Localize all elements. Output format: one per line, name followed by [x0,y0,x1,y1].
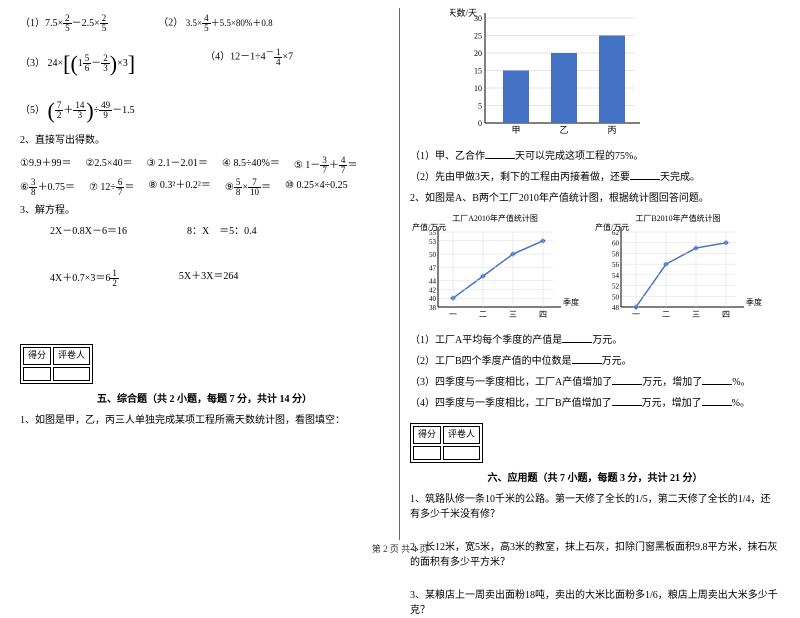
q1-4: （4）12－1÷4－14×7 [205,47,293,80]
rq3: （3）四季度与一季度相比，工厂A产值增加了万元，增加了%。 [410,375,780,390]
svg-text:二: 二 [479,310,487,319]
svg-text:40: 40 [429,295,437,303]
section-6-title: 六、应用题（共 7 小题，每题 3 分，共计 21 分） [410,471,780,486]
svg-text:53: 53 [429,238,437,246]
svg-text:44: 44 [429,278,437,286]
svg-text:工厂B2010年产值统计图: 工厂B2010年产值统计图 [635,213,720,223]
svg-text:10: 10 [474,84,482,93]
svg-text:5: 5 [478,102,482,111]
svg-text:47: 47 [429,264,437,272]
section-5-title: 五、综合题（共 2 小题，每题 7 分，共计 14 分） [20,392,389,407]
svg-text:甲: 甲 [511,125,520,135]
score-box-5: 得分评卷人 [20,344,93,384]
q2-line2: ⑥38＋0.75＝ ⑦ 12÷67＝ ⑧ 0.3²＋0.2²＝ ⑨58×710＝… [20,178,389,197]
line-chart-a: 工厂A2010年产值统计图产值/万元5553504744424038季度一二三四 [410,212,585,327]
rq2: （2）工厂B四个季度产值的中位数是万元。 [410,354,780,369]
svg-text:二: 二 [662,310,670,319]
r3: 2、如图是A、B两个工厂2010年产值统计图，根据统计图回答问题。 [410,191,780,206]
rq4: （4）四季度与一季度相比，工厂B产值增加了万元，增加了%。 [410,396,780,411]
svg-text:38: 38 [429,304,437,312]
svg-text:48: 48 [612,304,620,312]
svg-text:15: 15 [474,67,482,76]
svg-text:工厂A2010年产值统计图: 工厂A2010年产值统计图 [452,213,538,223]
svg-text:60: 60 [612,240,620,248]
svg-text:30: 30 [474,14,482,23]
q2-title: 2、直接写出得数。 [20,133,389,148]
q3-row1: 2X－0.8X－6＝168：X ＝5：0.4 [20,224,389,239]
bar-chart: 天数/天30 25 20 15 10 5 0 甲 乙 丙 [450,8,650,143]
svg-text:55: 55 [429,229,437,237]
score-box-6: 得分评卷人 [410,423,483,463]
svg-text:58: 58 [612,250,620,258]
svg-text:一: 一 [632,310,640,319]
svg-text:54: 54 [612,272,620,280]
svg-text:25: 25 [474,32,482,41]
r1: （1）甲、乙合作天可以完成这项工程的75%。 [410,149,780,164]
svg-text:一: 一 [449,310,457,319]
svg-text:季度: 季度 [746,297,762,307]
sec6-q2: 2、长12米，宽5米，高3米的教室，抹上石灰，扣除门窗黑板面积9.8平方米，抹石… [410,540,780,570]
svg-text:0: 0 [478,119,482,128]
svg-text:天数/天: 天数/天 [450,8,477,18]
svg-text:56: 56 [612,261,620,269]
r2: （2）先由甲做3天，剩下的工程由丙接着做，还要天完成。 [410,170,780,185]
q3-row2: 4X＋0.7×3＝6125X＋3X＝264 [20,269,389,288]
rq1: （1）工厂A平均每个季度的产值是万元。 [410,333,780,348]
line-chart-b: 工厂B2010年产值统计图产值/万元6260585654525048季度一二三四 [593,212,768,327]
svg-text:丙: 丙 [607,125,616,135]
sec6-q3: 3、某粮店上一周卖出面粉18吨，卖出的大米比面粉多1/6，粮店上周卖出大米多少千… [410,588,780,618]
svg-text:三: 三 [509,310,517,319]
svg-text:乙: 乙 [559,125,568,135]
svg-text:三: 三 [692,310,700,319]
q1-2: （2） 3.5×45＋5.5×80%＋0.8 [158,14,272,33]
q1-3: （3） 24×[(156－23)×3] [20,47,135,80]
svg-text:四: 四 [722,310,730,319]
svg-text:20: 20 [474,49,482,58]
q1-5: （5） (72＋143)÷499－1.5 [20,105,135,116]
sec6-q1: 1、筑路队修一条10千米的公路。第一天修了全长的1/5，第二天修了全长的1/4，… [410,492,780,522]
svg-text:42: 42 [429,286,437,294]
svg-text:50: 50 [429,251,437,259]
svg-text:四: 四 [539,310,547,319]
svg-text:季度: 季度 [563,297,579,307]
sec5-q1: 1、如图是甲，乙，丙三人单独完成某项工程所需天数统计图，看图填空： [20,413,389,428]
svg-text:52: 52 [612,283,620,291]
q1-1: （1）7.5×25－2.5×25 [20,14,108,33]
svg-text:62: 62 [612,229,620,237]
q2-line1: ①9.9＋99＝②2.5×40＝③ 2.1－2.01＝④ 8.5÷40%＝ ⑤ … [20,156,389,175]
svg-text:50: 50 [612,293,620,301]
q3-title: 3、解方程。 [20,203,389,218]
